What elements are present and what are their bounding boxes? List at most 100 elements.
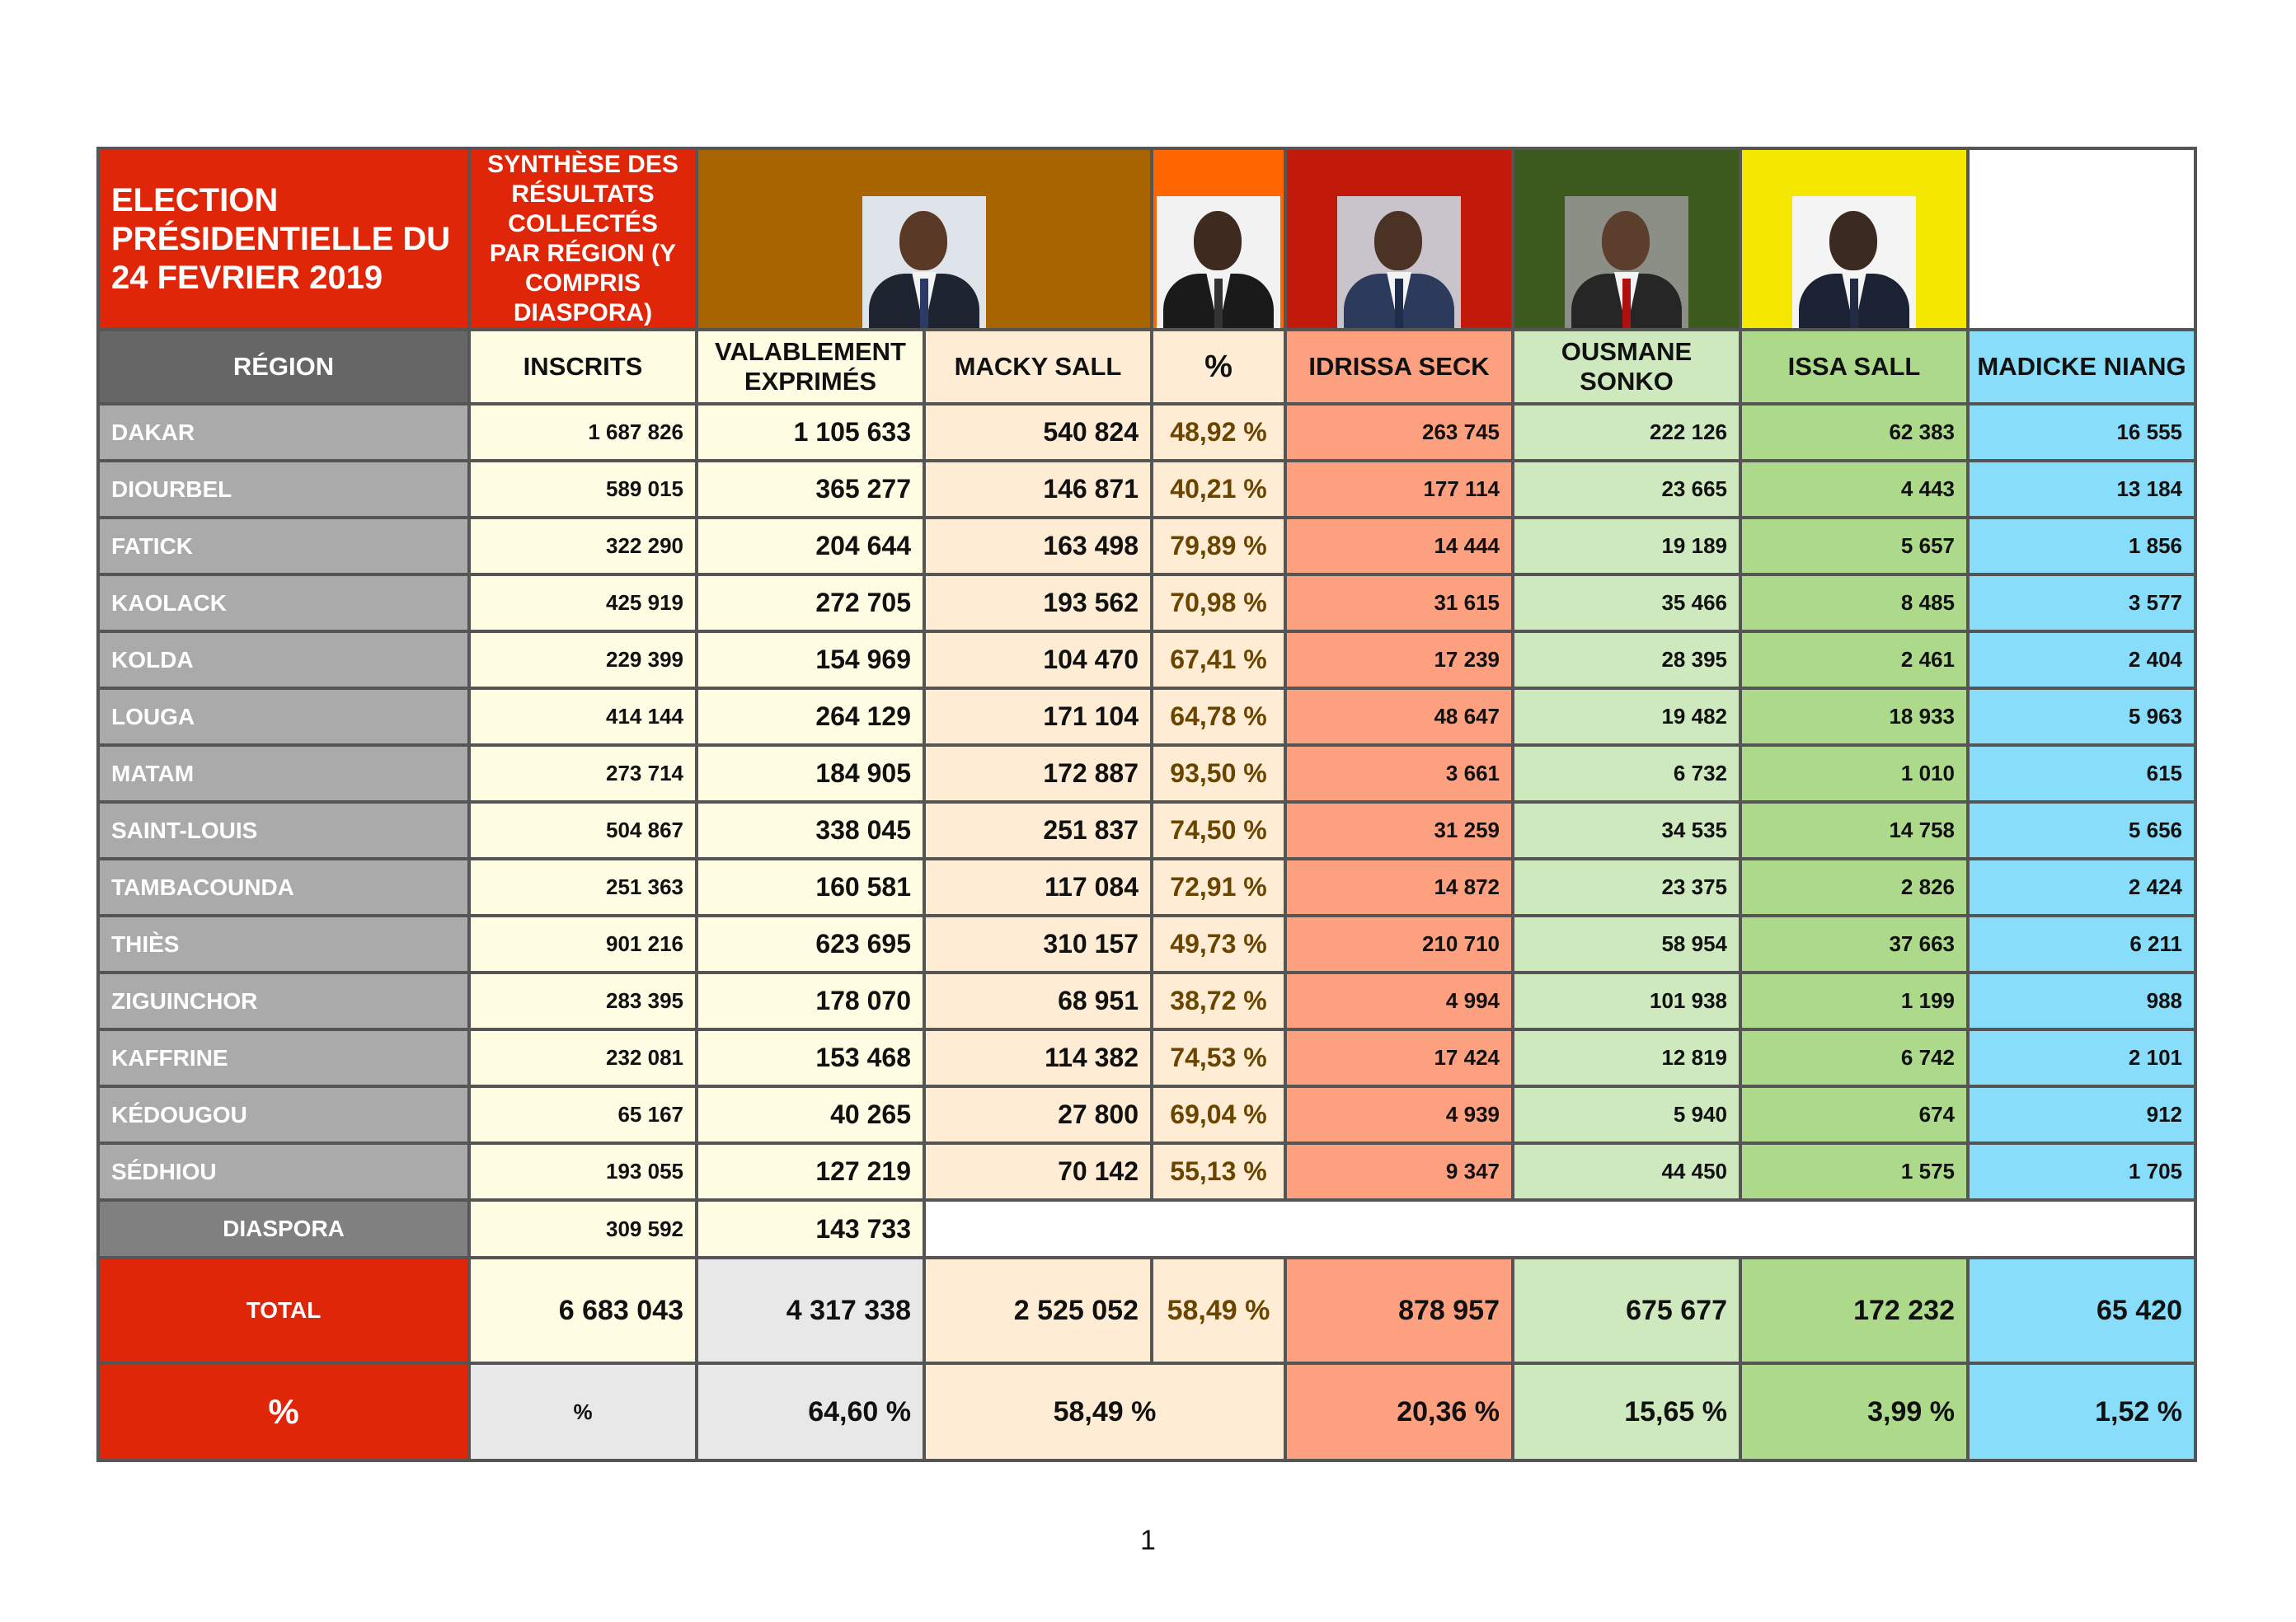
issa-sall-votes: 37 663 — [1739, 914, 1970, 974]
table-row: SÉDHIOU 193 055 127 219 70 142 55,13 % 9 347 4… — [96, 1141, 2197, 1202]
table-row: KAFFRINE 232 081 153 468 114 382 74,53 % 17 4… — [96, 1028, 2197, 1088]
percent-inscrits: % — [467, 1362, 698, 1462]
valables: 365 277 — [695, 459, 926, 519]
idrissa-seck-portrait — [1157, 196, 1280, 326]
issa-sall-votes: 1 010 — [1739, 743, 1970, 804]
region-name: KÉDOUGOU — [96, 1085, 471, 1145]
madicke-niang-votes: 5 656 — [1966, 800, 2197, 860]
table-row: KOLDA 229 399 154 969 104 470 67,41 % 17 239 2… — [96, 630, 2197, 690]
ousmane-sonko-votes: 58 954 — [1511, 914, 1742, 974]
ousmane-sonko-votes: 12 819 — [1511, 1028, 1742, 1088]
valables: 204 644 — [695, 516, 926, 576]
percent-madicke-niang: 1,52 % — [1966, 1362, 2197, 1462]
percent-issa-sall: 3,99 % — [1739, 1362, 1970, 1462]
valables: 160 581 — [695, 857, 926, 917]
idrissa-seck-votes: 3 661 — [1284, 743, 1514, 804]
region-name: THIÈS — [96, 914, 471, 974]
valables: 184 905 — [695, 743, 926, 804]
ousmane-sonko-votes: 222 126 — [1511, 402, 1742, 462]
idrissa-seck-votes: 17 424 — [1284, 1028, 1514, 1088]
region-name: KAFFRINE — [96, 1028, 471, 1088]
table-row: LOUGA 414 144 264 129 171 104 64,78 % 48 647 1… — [96, 687, 2197, 747]
ousmane-sonko-votes: 44 450 — [1511, 1141, 1742, 1202]
madicke-niang-votes: 988 — [1966, 971, 2197, 1031]
macky-sall-votes: 193 562 — [923, 573, 1153, 633]
macky-sall-portrait — [862, 196, 986, 326]
idrissa-seck-votes: 177 114 — [1284, 459, 1514, 519]
issa-sall-votes: 2 461 — [1739, 630, 1970, 690]
issa-sall-photo-cell — [1511, 147, 1742, 331]
idrissa-seck-votes: 210 710 — [1284, 914, 1514, 974]
ousmane-sonko-votes: 23 665 — [1511, 459, 1742, 519]
issa-sall-votes: 2 826 — [1739, 857, 1970, 917]
total-issa-sall: 172 232 — [1739, 1256, 1970, 1365]
madicke-niang-votes: 912 — [1966, 1085, 2197, 1145]
issa-sall-votes: 18 933 — [1739, 687, 1970, 747]
region-name: TAMBACOUNDA — [96, 857, 471, 917]
percent-row: % % 64,60 % 58,49 % 20,36 % 15,65 % 3,99… — [96, 1362, 2197, 1462]
madicke-niang-votes: 2 404 — [1966, 630, 2197, 690]
total-inscrits: 6 683 043 — [467, 1256, 698, 1365]
percent-macky-sall: 58,49 % — [923, 1362, 1287, 1462]
macky-sall-votes: 27 800 — [923, 1085, 1153, 1145]
table-row: DIOURBEL 589 015 365 277 146 871 40,21 % 177 … — [96, 459, 2197, 519]
table-row: DAKAR 1 687 826 1 105 633 540 824 48,92 % 263… — [96, 402, 2197, 462]
idrissa-seck-votes: 4 994 — [1284, 971, 1514, 1031]
region-name: ZIGUINCHOR — [96, 971, 471, 1031]
idrissa-seck-votes: 17 239 — [1284, 630, 1514, 690]
col-header-idrissa-seck: IDRISSA SECK — [1284, 328, 1514, 406]
percent-label: % — [96, 1362, 471, 1462]
inscrits: 251 363 — [467, 857, 698, 917]
ousmane-sonko-votes: 34 535 — [1511, 800, 1742, 860]
ousmane-sonko-votes: 23 375 — [1511, 857, 1742, 917]
table-row: KAOLACK 425 919 272 705 193 562 70,98 % 31 61… — [96, 573, 2197, 633]
region-name: SAINT-LOUIS — [96, 800, 471, 860]
diaspora-row: DIASPORA 309 592 143 733 — [96, 1198, 2197, 1259]
inscrits: 322 290 — [467, 516, 698, 576]
total-ousmane-sonko: 675 677 — [1511, 1256, 1742, 1365]
percent-idrissa-seck: 20,36 % — [1284, 1362, 1514, 1462]
madicke-niang-portrait — [1792, 196, 1916, 326]
macky-sall-votes: 114 382 — [923, 1028, 1153, 1088]
inscrits: 1 687 826 — [467, 402, 698, 462]
diaspora-label: DIASPORA — [96, 1198, 471, 1259]
total-label: TOTAL — [96, 1256, 471, 1365]
total-row: TOTAL 6 683 043 4 317 338 2 525 052 58,4… — [96, 1256, 2197, 1365]
ousmane-sonko-votes: 6 732 — [1511, 743, 1742, 804]
madicke-niang-votes: 6 211 — [1966, 914, 2197, 974]
col-header-valables: VALABLEMENT EXPRIMÉS — [695, 328, 926, 406]
macky-sall-percent: 38,72 % — [1150, 971, 1287, 1031]
madicke-niang-votes: 3 577 — [1966, 573, 2197, 633]
ousmane-sonko-votes: 28 395 — [1511, 630, 1742, 690]
idrissa-seck-photo-cell — [1150, 147, 1287, 331]
issa-sall-votes: 8 485 — [1739, 573, 1970, 633]
inscrits: 414 144 — [467, 687, 698, 747]
idrissa-seck-votes: 4 939 — [1284, 1085, 1514, 1145]
ousmane-sonko-photo-cell — [1284, 147, 1514, 331]
table-row: SAINT-LOUIS 504 867 338 045 251 837 74,50 % 3… — [96, 800, 2197, 860]
col-header-madicke-niang: MADICKE NIANG — [1966, 328, 2197, 406]
valables: 623 695 — [695, 914, 926, 974]
inscrits: 229 399 — [467, 630, 698, 690]
percent-valables: 64,60 % — [695, 1362, 926, 1462]
macky-sall-percent: 69,04 % — [1150, 1085, 1287, 1145]
region-name: MATAM — [96, 743, 471, 804]
region-name: SÉDHIOU — [96, 1141, 471, 1202]
column-header-row: RÉGION INSCRITS VALABLEMENT EXPRIMÉS MAC… — [96, 328, 2197, 406]
diaspora-valables: 143 733 — [695, 1198, 926, 1259]
idrissa-seck-votes: 31 259 — [1284, 800, 1514, 860]
ousmane-sonko-votes: 101 938 — [1511, 971, 1742, 1031]
inscrits: 273 714 — [467, 743, 698, 804]
total-madicke-niang: 65 420 — [1966, 1256, 2197, 1365]
ousmane-sonko-votes: 35 466 — [1511, 573, 1742, 633]
macky-sall-votes: 310 157 — [923, 914, 1153, 974]
ousmane-sonko-votes: 19 482 — [1511, 687, 1742, 747]
macky-sall-photo-cell — [695, 147, 1153, 331]
macky-sall-votes: 540 824 — [923, 402, 1153, 462]
idrissa-seck-votes: 31 615 — [1284, 573, 1514, 633]
idrissa-seck-votes: 14 872 — [1284, 857, 1514, 917]
header-row: ELECTION PRÉSIDENTIELLE DU 24 FEVRIER 20… — [96, 147, 2195, 331]
macky-sall-percent: 72,91 % — [1150, 857, 1287, 917]
issa-sall-votes: 5 657 — [1739, 516, 1970, 576]
issa-sall-votes: 1 575 — [1739, 1141, 1970, 1202]
